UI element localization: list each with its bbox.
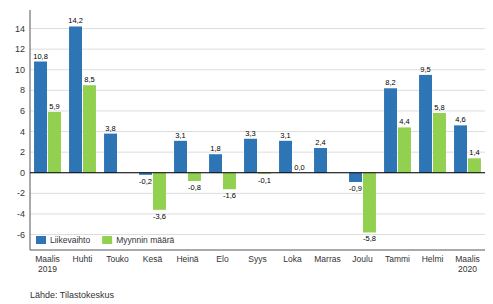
y-axis-line <box>30 10 31 250</box>
bar <box>398 127 411 172</box>
data-label: -0,9 <box>349 184 362 193</box>
bar <box>188 173 201 181</box>
x-tick-label: Kesä <box>143 254 163 264</box>
data-label: -1,6 <box>223 191 236 200</box>
bar <box>69 26 82 172</box>
data-label: 0,0 <box>294 163 304 172</box>
bar <box>314 148 327 173</box>
grid-line <box>30 110 485 111</box>
grid-line <box>30 213 485 214</box>
bar <box>244 139 257 173</box>
y-tick-label: -6 <box>17 230 25 240</box>
legend: Liikevaihto Myynnin määrä <box>36 235 175 245</box>
y-tick-label: 12 <box>15 44 25 54</box>
data-label: 14,2 <box>68 16 83 25</box>
bar <box>153 173 166 210</box>
y-tick-label: 10 <box>15 65 25 75</box>
bar <box>363 173 376 233</box>
bar <box>209 154 222 173</box>
y-tick-label: 4 <box>20 127 25 137</box>
x-tick-label: Loka <box>283 254 302 264</box>
bar <box>174 141 187 173</box>
grid <box>30 29 485 235</box>
x-axis-line <box>30 250 485 251</box>
grid-line <box>30 131 485 132</box>
y-tick-label: -2 <box>17 188 25 198</box>
data-labels: 10,8 14,2 3,8 -0,2 3,1 1,8 3,3 3,1 2,4 -0,9 8,2 9,5… <box>33 16 479 243</box>
source-note: Lähde: Tilastokeskus <box>30 290 115 300</box>
x-tick-label: Huhti <box>73 254 93 264</box>
data-label: 3,1 <box>175 131 185 140</box>
legend-label: Liikevaihto <box>50 235 90 245</box>
bar <box>468 158 481 172</box>
data-label: 3,3 <box>245 129 255 138</box>
legend-swatch <box>36 236 46 244</box>
y-tick-label: 0 <box>20 168 25 178</box>
data-label: 5,8 <box>434 103 444 112</box>
legend-swatch <box>102 236 112 244</box>
bar <box>83 85 96 173</box>
data-label: 1,8 <box>210 144 220 153</box>
bars <box>34 26 481 232</box>
x-tick-label: Helmi <box>422 254 444 264</box>
x-tick-label: Joulu <box>352 254 373 264</box>
grid-line <box>30 69 485 70</box>
bar <box>433 113 446 173</box>
bar <box>34 62 47 173</box>
data-label: 3,1 <box>280 131 290 140</box>
chart: -6 -4 -2 0 2 4 6 8 10 12 14 10,8 14,2 3,8 -0,2 3,1 1,8 3,… <box>0 0 493 304</box>
x-tick-label: Marras <box>314 254 340 264</box>
data-label: -0,2 <box>139 177 152 186</box>
legend-label: Myynnin määrä <box>116 235 174 245</box>
data-label: 3,8 <box>105 124 115 133</box>
bar <box>104 134 117 173</box>
data-label: 8,5 <box>84 75 94 84</box>
bar <box>454 125 467 172</box>
x-tick-label: Maalis2019 <box>35 254 60 274</box>
data-label: 4,4 <box>399 117 409 126</box>
bar <box>279 141 292 173</box>
grid-line <box>30 172 485 173</box>
grid-line <box>30 90 485 91</box>
x-tick-label: Heinä <box>176 254 198 264</box>
grid-line <box>30 152 485 153</box>
bar <box>419 75 432 173</box>
grid-line <box>30 49 485 50</box>
x-tick-label: Syys <box>248 254 266 264</box>
data-label: 5,9 <box>49 102 59 111</box>
data-label: 2,4 <box>315 138 325 147</box>
y-tick-label: 6 <box>20 106 25 116</box>
y-tick-label: 2 <box>20 147 25 157</box>
bar <box>223 173 236 189</box>
data-label: -0,1 <box>258 176 271 185</box>
x-tick-label: Maalis2020 <box>455 254 480 274</box>
x-tick-label: Tammi <box>385 254 410 264</box>
bar <box>349 173 362 182</box>
data-label: 8,2 <box>385 78 395 87</box>
bar <box>384 88 397 172</box>
data-label: 10,8 <box>33 52 48 61</box>
data-label: -3,6 <box>153 212 166 221</box>
data-label: 9,5 <box>420 65 430 74</box>
y-tick-label: 14 <box>15 24 25 34</box>
data-label: 4,6 <box>455 115 465 124</box>
y-tick-label: -4 <box>17 209 25 219</box>
grid-line <box>30 193 485 194</box>
x-tick-label: Touko <box>106 254 129 264</box>
data-label: 1,4 <box>469 148 479 157</box>
grid-line <box>30 234 485 235</box>
data-label: -5,8 <box>363 234 376 243</box>
chart-container: -6 -4 -2 0 2 4 6 8 10 12 14 10,8 14,2 3,8 -0,2 3,1 1,8 3,… <box>0 0 493 304</box>
y-tick-label: 8 <box>20 85 25 95</box>
bar <box>48 112 61 173</box>
data-label: -0,8 <box>188 183 201 192</box>
zero-line <box>30 172 485 173</box>
grid-line <box>30 28 485 29</box>
x-tick-label: Elo <box>216 254 229 264</box>
